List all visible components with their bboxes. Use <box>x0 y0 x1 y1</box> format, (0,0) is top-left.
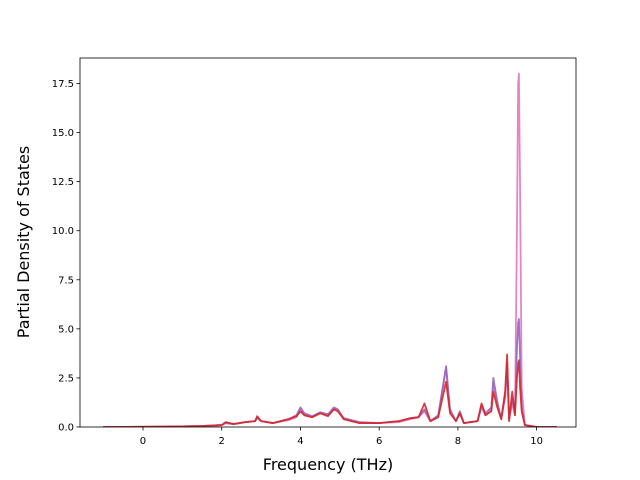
x-axis-label: Frequency (THz) <box>263 455 393 474</box>
x-axis: 0 2 4 6 8 10 <box>140 427 543 447</box>
y-axis: 0.0 2.5 5.0 7.5 10.0 12.5 15.0 17.5 <box>52 79 80 434</box>
y-tick-label: 0.0 <box>58 423 74 434</box>
x-tick-label: 4 <box>297 436 303 447</box>
x-tick-label: 10 <box>530 436 543 447</box>
series-line-3 <box>102 353 558 427</box>
x-tick-label: 6 <box>376 436 382 447</box>
x-tick-label: 0 <box>140 436 146 447</box>
plot-frame <box>79 57 577 428</box>
y-tick-label: 2.5 <box>58 373 74 384</box>
x-tick-label: 8 <box>455 436 461 447</box>
y-tick-label: 10.0 <box>52 226 74 237</box>
y-tick-label: 17.5 <box>52 79 74 90</box>
y-tick-label: 12.5 <box>52 177 74 188</box>
y-axis-label: Partial Density of States <box>14 146 33 338</box>
y-tick-label: 15.0 <box>52 128 74 139</box>
x-tick-label: 2 <box>219 436 225 447</box>
y-tick-label: 5.0 <box>58 324 74 335</box>
series-layer <box>102 72 558 427</box>
y-tick-label: 7.5 <box>58 275 74 286</box>
